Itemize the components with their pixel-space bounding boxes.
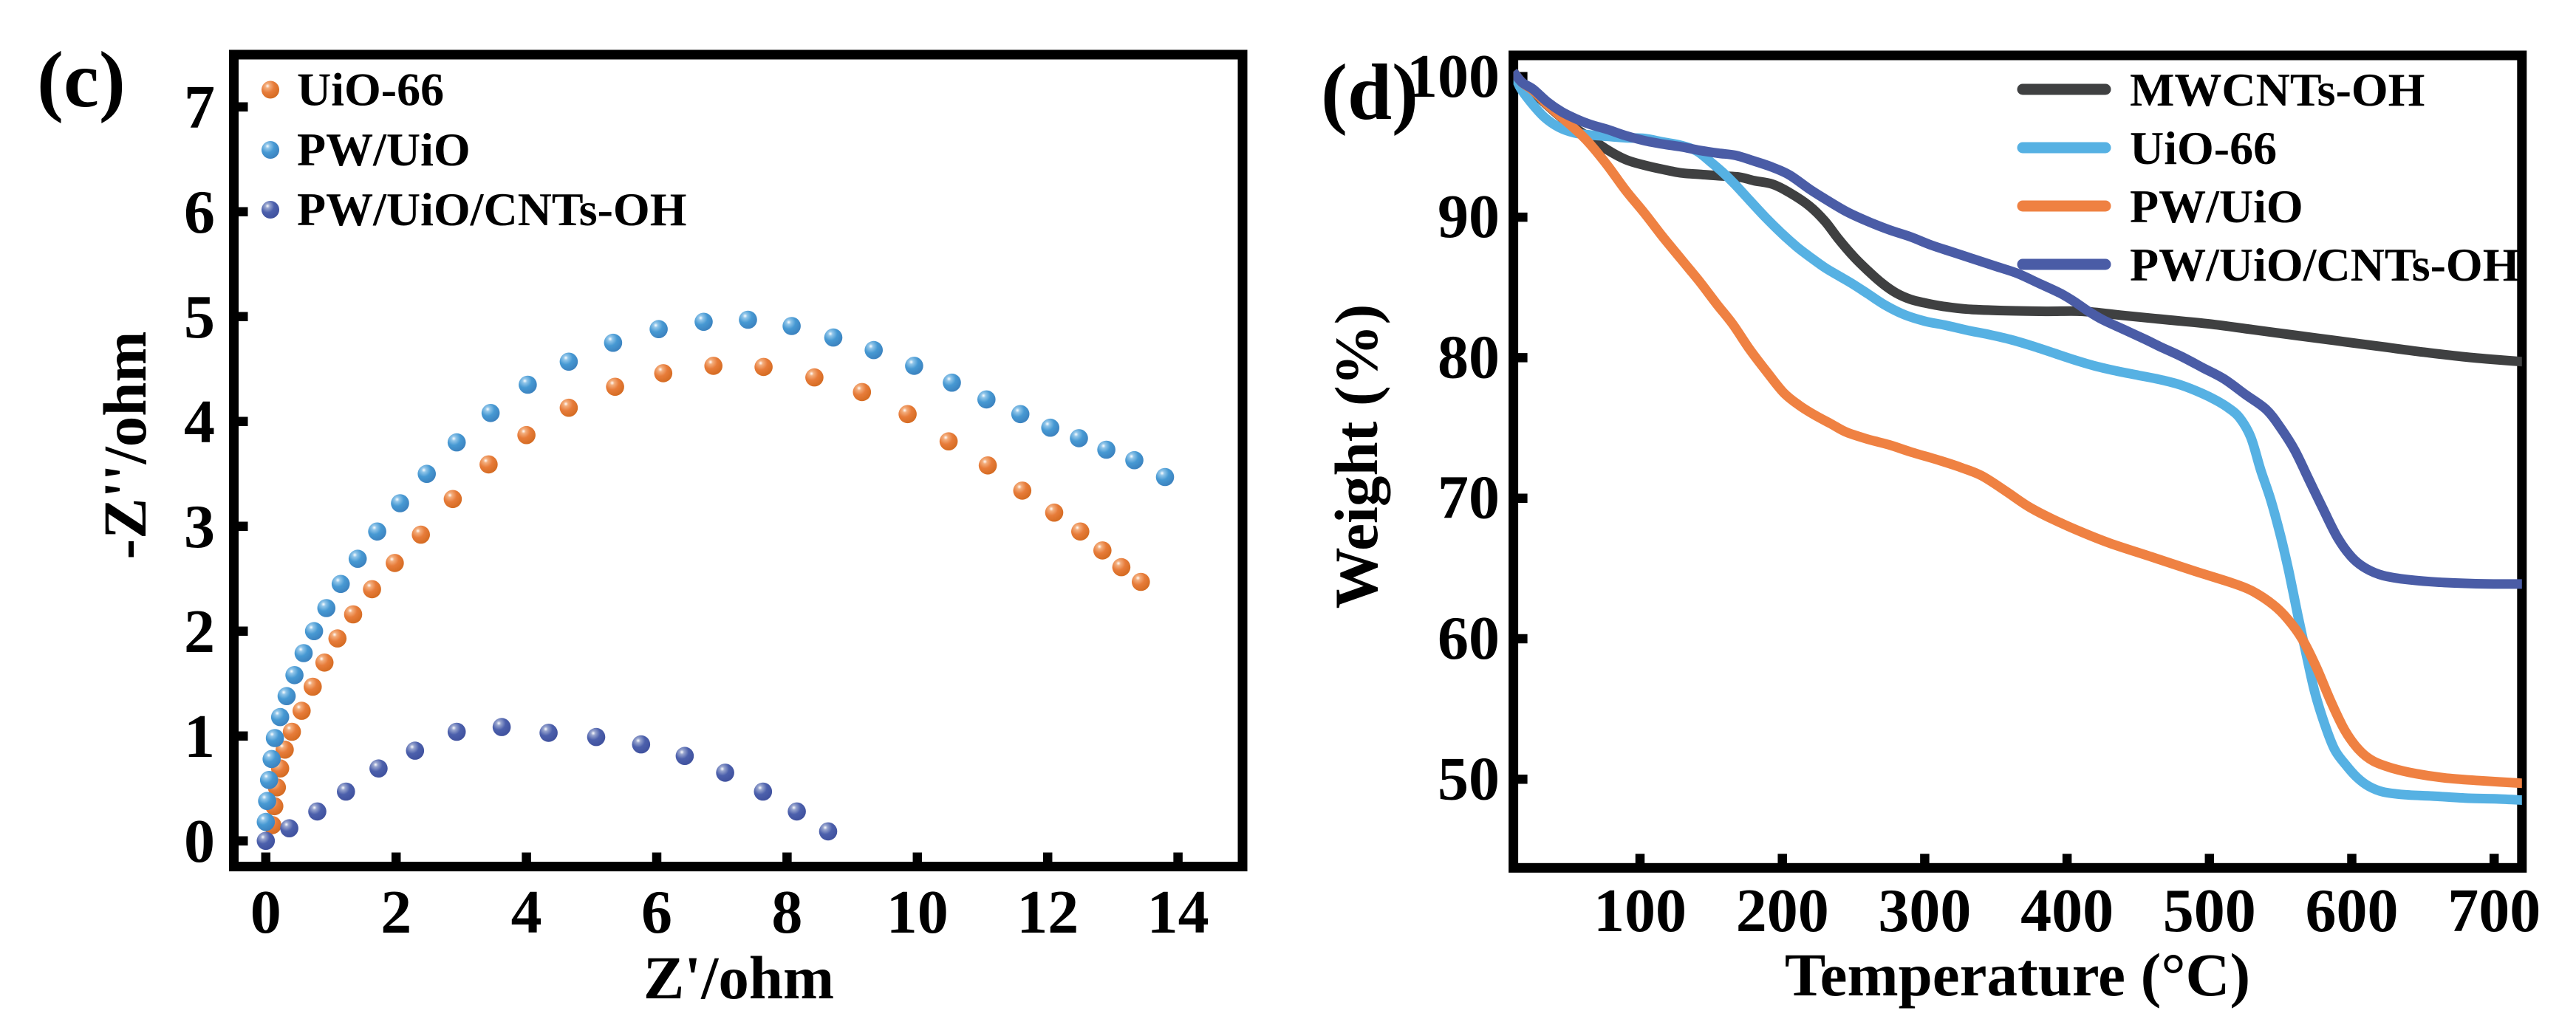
svg-text:80: 80 <box>1438 323 1500 391</box>
svg-text:MWCNTs-OH: MWCNTs-OH <box>2130 64 2425 116</box>
svg-text:400: 400 <box>2020 877 2114 945</box>
svg-text:Temperature (°C): Temperature (°C) <box>1785 941 2250 1009</box>
svg-text:3: 3 <box>184 493 215 561</box>
svg-text:4: 4 <box>511 878 542 947</box>
svg-text:(d): (d) <box>1321 49 1418 137</box>
svg-text:5: 5 <box>184 283 215 351</box>
svg-text:Weight (%): Weight (%) <box>1322 304 1390 609</box>
svg-text:PW/UiO/CNTs-OH: PW/UiO/CNTs-OH <box>297 183 686 236</box>
svg-text:500: 500 <box>2163 877 2256 945</box>
svg-text:0: 0 <box>184 807 215 876</box>
svg-text:UiO-66: UiO-66 <box>297 64 444 116</box>
svg-text:1: 1 <box>184 702 215 771</box>
svg-text:10: 10 <box>886 878 949 947</box>
svg-text:12: 12 <box>1017 878 1079 947</box>
svg-text:UiO-66: UiO-66 <box>2130 122 2277 174</box>
svg-text:0: 0 <box>250 878 281 947</box>
svg-text:PW/UiO: PW/UiO <box>2130 180 2303 233</box>
svg-text:600: 600 <box>2306 877 2399 945</box>
svg-text:7: 7 <box>184 73 215 142</box>
svg-text:300: 300 <box>1878 877 1971 945</box>
svg-text:2: 2 <box>380 878 411 947</box>
svg-text:200: 200 <box>1736 877 1829 945</box>
svg-text:50: 50 <box>1438 744 1500 813</box>
svg-text:6: 6 <box>641 878 672 947</box>
svg-text:14: 14 <box>1147 878 1209 947</box>
svg-text:700: 700 <box>2447 877 2541 945</box>
svg-text:4: 4 <box>184 388 215 456</box>
svg-text:PW/UiO: PW/UiO <box>297 123 471 176</box>
svg-text:-Z''/ohm: -Z''/ohm <box>91 332 159 560</box>
svg-text:PW/UiO/CNTs-OH: PW/UiO/CNTs-OH <box>2130 239 2519 291</box>
svg-text:6: 6 <box>184 178 215 247</box>
svg-text:90: 90 <box>1438 182 1500 251</box>
svg-text:8: 8 <box>771 878 802 947</box>
svg-text:100: 100 <box>1593 877 1687 945</box>
svg-text:100: 100 <box>1407 42 1500 111</box>
svg-text:(c): (c) <box>37 36 126 124</box>
svg-text:2: 2 <box>184 597 215 666</box>
svg-text:70: 70 <box>1438 464 1500 532</box>
svg-text:Z'/ohm: Z'/ohm <box>643 944 834 1012</box>
svg-text:60: 60 <box>1438 604 1500 673</box>
